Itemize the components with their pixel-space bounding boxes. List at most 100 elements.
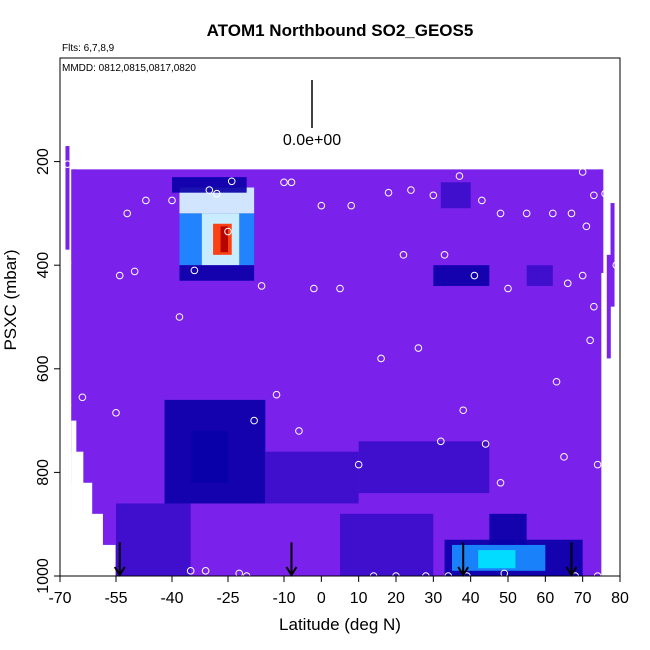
observation-point [175, 313, 184, 321]
x-tick-label: 30 [424, 590, 442, 607]
observation-point [190, 266, 199, 275]
curtain-edge-mask [71, 544, 116, 576]
concentration-field [526, 265, 553, 286]
profile-column [599, 169, 604, 273]
y-axis: 200 400 600 800 1000 [35, 148, 60, 594]
x-tick-label: -25 [216, 590, 239, 607]
observation-point [224, 227, 232, 236]
observation-point [250, 416, 258, 425]
y-tick-label: 200 [35, 148, 52, 175]
observation-point [336, 284, 344, 293]
concentration-field [358, 441, 490, 494]
observation-point [500, 569, 509, 578]
scale-value-label: 0.0e+00 [283, 132, 341, 149]
x-tick-label: 10 [350, 590, 368, 607]
concentration-field [478, 550, 516, 569]
observation-point [504, 284, 512, 293]
observation-point [213, 189, 221, 198]
observation-point [287, 178, 296, 187]
observation-point [63, 160, 72, 168]
observation-point [280, 178, 288, 187]
concentration-field [265, 451, 359, 504]
observation-point [112, 409, 120, 417]
plot-area [63, 146, 621, 580]
concentration-field [433, 265, 490, 286]
observation-point [130, 267, 139, 276]
observation-point [142, 196, 150, 205]
concentration-field [172, 177, 247, 193]
concentration-field [190, 430, 228, 483]
concentration-field [340, 513, 434, 576]
y-tick-label: 600 [35, 355, 52, 382]
y-tick-label: 1000 [35, 558, 52, 594]
observation-point [549, 209, 557, 218]
observation-point [317, 201, 326, 210]
observation-point [601, 189, 609, 198]
observation-point [481, 440, 490, 448]
observation-point [354, 460, 363, 469]
x-tick-label: 60 [536, 590, 554, 607]
observation-point [560, 453, 568, 461]
x-tick-label: -10 [272, 590, 295, 607]
observation-point [455, 172, 464, 180]
observation-point [205, 186, 214, 194]
concentration-field [179, 265, 255, 281]
observation-point [578, 168, 587, 176]
observation-point [582, 222, 591, 231]
observation-point [295, 427, 303, 435]
observation-point [590, 302, 598, 311]
observation-point [590, 191, 598, 200]
concentration-field [116, 503, 191, 576]
concentration-field [440, 182, 471, 209]
profile-column [606, 254, 611, 359]
observation-point [437, 437, 445, 446]
observation-point [563, 279, 572, 288]
x-tick-label: 70 [574, 590, 592, 607]
observation-point [235, 569, 243, 578]
flights-label: Flts: 6,7,8,9 [62, 43, 115, 54]
x-tick-label: 20 [387, 590, 405, 607]
observation-point [552, 377, 561, 386]
plot-frame [59, 57, 621, 577]
observation-point [593, 460, 602, 469]
x-tick-label: 40 [462, 590, 480, 607]
observation-point [496, 209, 505, 218]
flight-marker-arrowhead [565, 566, 578, 577]
observation-point [586, 336, 594, 345]
observation-point [78, 393, 87, 402]
flight-marker-arrowhead [457, 566, 470, 577]
observation-point [257, 282, 266, 290]
observation-point [310, 284, 318, 293]
x-axis-label: Latitude (deg N) [279, 615, 401, 634]
observation-point [201, 567, 210, 575]
profile-column [65, 146, 70, 250]
profile-column [610, 203, 615, 307]
observation-point [496, 478, 505, 487]
observation-point [186, 567, 195, 575]
observation-point [478, 196, 486, 205]
observation-point [407, 186, 415, 194]
observation-point [470, 271, 479, 280]
observation-point [377, 354, 385, 363]
x-tick-label: -70 [48, 590, 71, 607]
y-axis-label: PSXC (mbar) [1, 249, 20, 350]
x-tick-label: -40 [160, 590, 183, 607]
observation-point [63, 258, 72, 267]
x-tick-label: 50 [499, 590, 517, 607]
observation-point [399, 251, 408, 259]
observation-point [567, 209, 576, 218]
x-tick-label: 80 [611, 590, 629, 607]
x-axis: -70 -55 -40 -25 -10 0 10 20 30 40 50 60 70 80 [48, 576, 629, 607]
concentration-field [220, 226, 228, 253]
observation-point [429, 191, 438, 200]
flight-marker-arrowhead [285, 566, 298, 577]
chart-title: ATOM1 Northbound SO2_GEOS5 [207, 21, 474, 40]
flight-marker-arrowhead [113, 566, 126, 577]
observation-point [384, 188, 393, 197]
observation-point [272, 390, 281, 399]
observation-point [522, 209, 531, 218]
observation-point [123, 209, 131, 218]
observation-point [440, 251, 449, 259]
observation-point [63, 401, 72, 409]
